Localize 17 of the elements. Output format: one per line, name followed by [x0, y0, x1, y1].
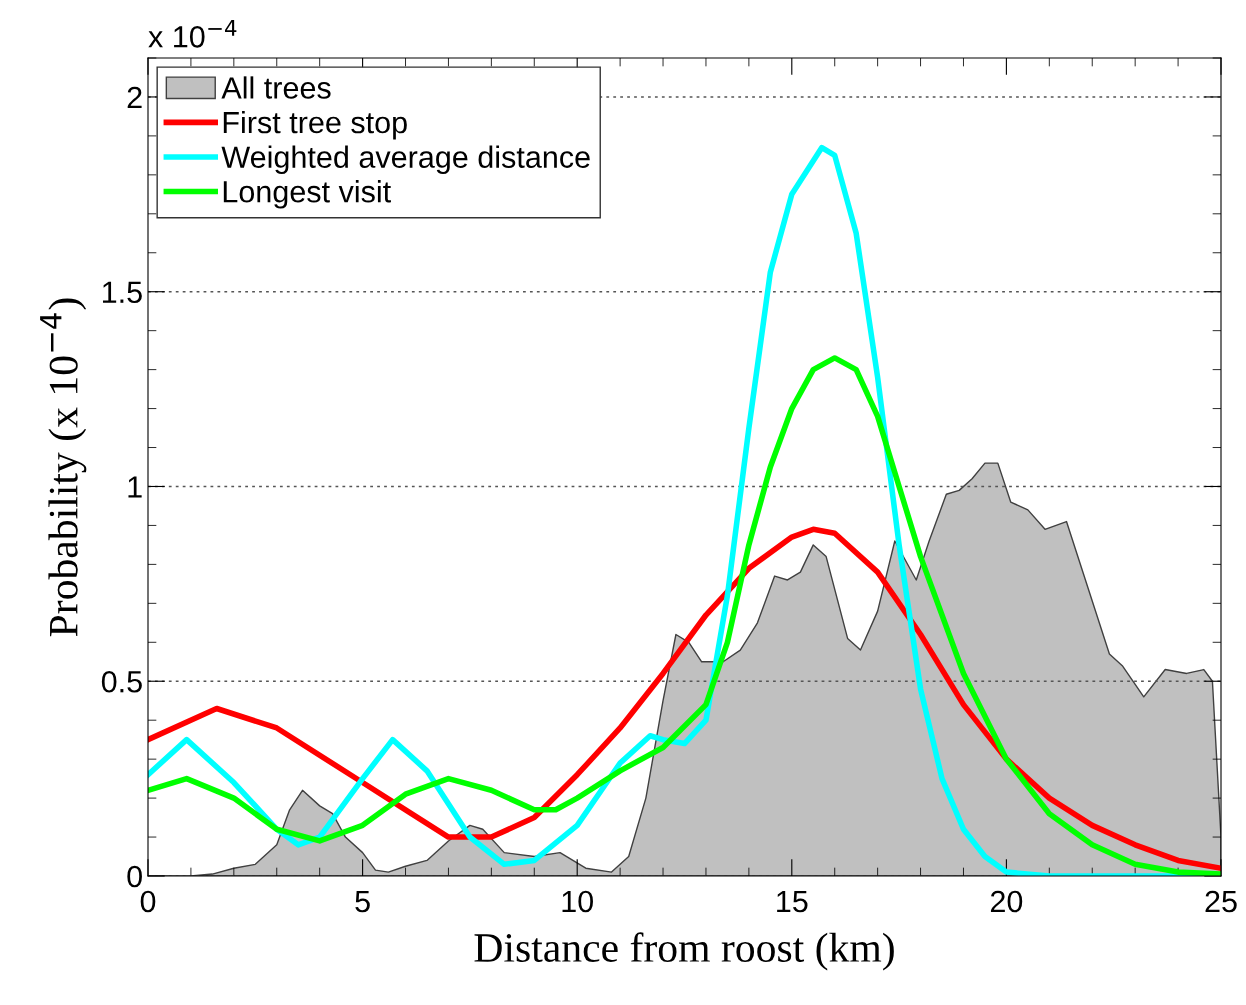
y-tick-label: 0 [127, 865, 142, 888]
legend-label: All trees [221, 76, 331, 99]
y-tick-label: 1 [128, 476, 142, 498]
y-tick-label: 2 [127, 86, 142, 109]
legend-label: Weighted average distance [221, 145, 590, 175]
legend-label: Longest visit [223, 180, 391, 209]
x-tick-label: 5 [355, 891, 370, 913]
x-tick-label: 15 [777, 891, 808, 913]
x-tick-label: 25 [1205, 890, 1237, 913]
y-tick-label: 1.5 [103, 281, 142, 304]
x-axis-title: Distance from roost (km) [474, 932, 894, 971]
text: x 10$^{−4}$ [148, 20, 237, 48]
legend-label: First tree stop [223, 110, 407, 140]
x-tick-label: 10 [562, 890, 593, 913]
y-tick-label: 0.5 [101, 670, 142, 693]
x-tick-label: 20 [990, 890, 1023, 913]
y-axis-title: Probability (x 10$^{−4}$) [40, 298, 87, 637]
